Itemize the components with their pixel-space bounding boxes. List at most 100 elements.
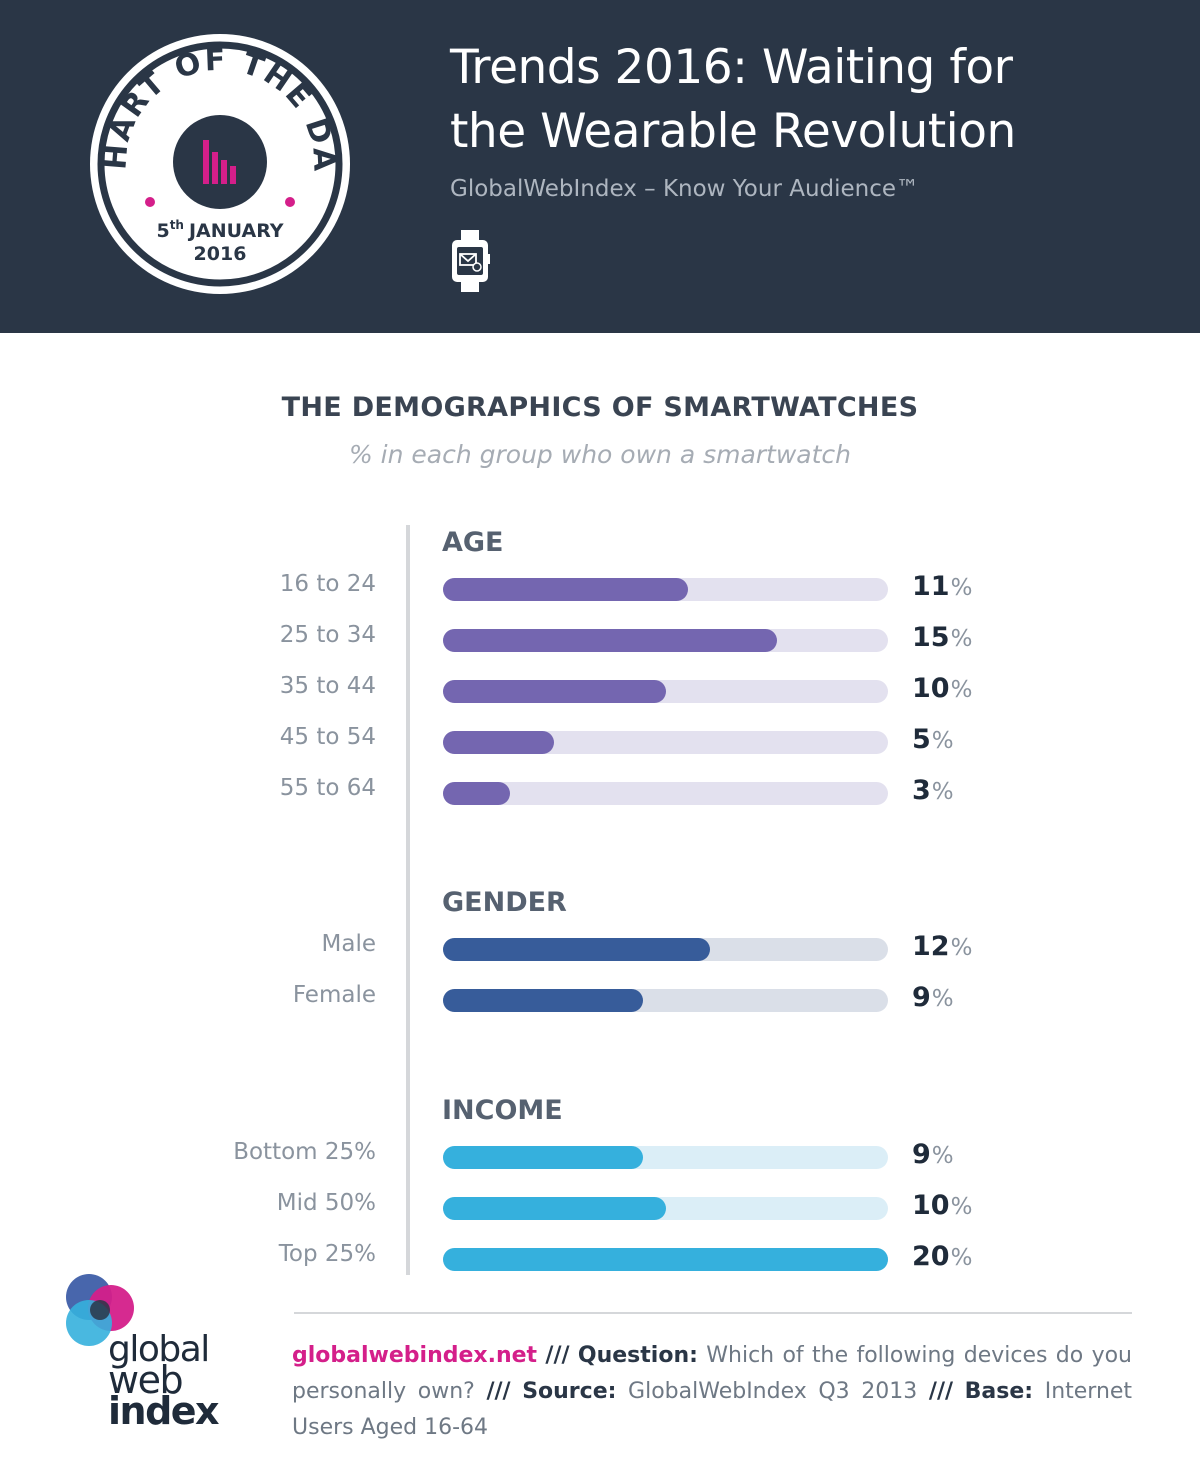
bar-track [443,1146,888,1169]
chart-subtitle: % in each group who own a smartwatch [348,440,852,469]
bar-row: Top 25% 20% [0,1241,1200,1273]
footnote: globalwebindex.net /// Question: Which o… [292,1338,1132,1446]
bar-value-unit: % [950,1245,973,1271]
bar [443,1197,666,1220]
bar-value-number: 11 [912,571,950,602]
bar-value-unit: % [950,677,973,703]
bar [443,629,777,652]
section-title-income: INCOME [442,1095,563,1126]
bar-value-label: 9% [912,1139,954,1170]
bar-row: Mid 50% 10% [0,1190,1200,1222]
bar-value-number: 9 [912,982,931,1013]
bar-value-number: 10 [912,673,950,704]
chart-axis-line [406,525,410,1275]
bar-category-label: Male [321,931,376,957]
bar [443,782,510,805]
chart-title: THE DEMOGRAPHICS OF SMARTWATCHES [281,392,919,423]
bar-value-label: 12% [912,931,972,962]
bar-value-label: 5% [912,724,954,755]
bar-row: 16 to 24 11% [0,571,1200,603]
bar-value-label: 11% [912,571,972,602]
bar-track [443,680,888,703]
bar-track [443,731,888,754]
footnote-question-label: Question: [577,1343,698,1368]
badge-dot-right [285,197,295,207]
bar [443,578,688,601]
page-title-line1: Trends 2016: Waiting for [450,40,1013,95]
bar-value-label: 20% [912,1241,972,1272]
footnote-base: Internet Users Aged 16-64 [292,1379,1133,1440]
bar-category-label: 55 to 64 [279,775,376,801]
bar [443,1248,888,1271]
bar-category-label: 45 to 54 [279,724,376,750]
bar-value-number: 20 [912,1241,950,1272]
footnote-source: GlobalWebIndex Q3 2013 [628,1379,918,1404]
bar-category-label: 35 to 44 [279,673,376,699]
bar-value-label: 15% [912,622,972,653]
bar-category-label: Top 25% [278,1241,376,1267]
bar-value-unit: % [931,779,954,805]
bar-row: Female 9% [0,982,1200,1014]
bar-value-label: 9% [912,982,954,1013]
bar [443,989,643,1012]
logo-word-web: web [108,1358,184,1402]
smartwatch-icon [452,230,490,292]
bar-track [443,938,888,961]
page-title-line2: the Wearable Revolution [450,104,1016,159]
bar-category-label: Bottom 25% [233,1139,376,1165]
bar-row: 55 to 64 3% [0,775,1200,807]
badge-day-suffix: th [170,218,184,232]
footnote-separator: /// [545,1343,570,1368]
bar-value-unit: % [950,575,973,601]
bar-value-unit: % [931,986,954,1012]
badge-day: 5 [156,220,169,242]
bar-value-unit: % [950,1194,973,1220]
bar-value-number: 15 [912,622,950,653]
bar-track [443,1197,888,1220]
bar-value-number: 10 [912,1190,950,1221]
badge-year: 2016 [194,243,247,265]
bar-value-unit: % [950,935,973,961]
bar [443,938,710,961]
section-title-gender: GENDER [442,887,567,918]
bar-row: 25 to 34 15% [0,622,1200,654]
page-title: Trends 2016: Waiting for the Wearable Re… [450,36,1170,164]
bar-value-number: 12 [912,931,950,962]
bar-category-label: Female [292,982,376,1008]
footnote-site-link[interactable]: globalwebindex.net [292,1343,538,1368]
bar-track [443,1248,888,1271]
footnote-source-label: Source: [522,1379,617,1404]
bar-value-unit: % [931,728,954,754]
bar-row: 35 to 44 10% [0,673,1200,705]
bar [443,1146,643,1169]
logo-word-global: global [108,1329,210,1370]
footnote-separator: /// [486,1379,511,1404]
bar [443,731,554,754]
bar-value-number: 5 [912,724,931,755]
bar-track [443,629,888,652]
logo-wordmark: global web index [108,1329,220,1431]
bar-row: 45 to 54 5% [0,724,1200,756]
bar-value-label: 3% [912,775,954,806]
bar-value-unit: % [931,1143,954,1169]
bar-track [443,578,888,601]
bar-chart-icon [203,140,236,184]
tagline: GlobalWebIndex – Know Your Audience™ [450,176,920,202]
bar-value-unit: % [950,626,973,652]
globalwebindex-logo [66,1274,134,1346]
footnote-separator: /// [928,1379,954,1404]
bar-track [443,989,888,1012]
footnote-question: Which of the following devices do you pe… [292,1343,1133,1404]
bar-value-label: 10% [912,673,972,704]
section-title-age: AGE [442,527,504,558]
bar-row: Male 12% [0,931,1200,963]
badge-month: JANUARY [187,220,284,242]
bar-value-number: 9 [912,1139,931,1170]
footer-divider [294,1312,1132,1314]
bar-category-label: 25 to 34 [279,622,376,648]
bar-row: Bottom 25% 9% [0,1139,1200,1171]
bar-value-label: 10% [912,1190,972,1221]
bar [443,680,666,703]
